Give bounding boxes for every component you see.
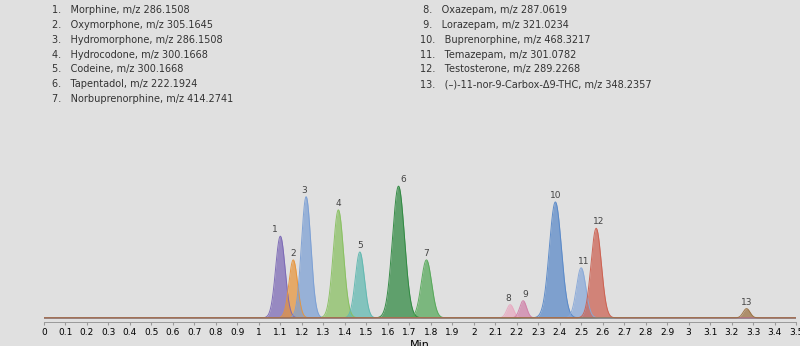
X-axis label: Min: Min	[410, 340, 430, 346]
Text: 8: 8	[506, 294, 511, 303]
Text: 4: 4	[335, 199, 341, 208]
Text: 12: 12	[593, 217, 604, 226]
Text: 3: 3	[301, 186, 307, 195]
Text: 1.   Morphine, m/z 286.1508
2.   Oxymorphone, m/z 305.1645
3.   Hydromorphone, m: 1. Morphine, m/z 286.1508 2. Oxymorphone…	[52, 5, 234, 104]
Text: 11: 11	[578, 257, 589, 266]
Text: 2: 2	[290, 249, 296, 258]
Text: 1: 1	[272, 225, 278, 234]
Text: 13: 13	[741, 298, 752, 307]
Text: 9: 9	[522, 290, 528, 299]
Text: 8.   Oxazepam, m/z 287.0619
 9.   Lorazepam, m/z 321.0234
10.   Buprenorphine, m: 8. Oxazepam, m/z 287.0619 9. Lorazepam, …	[420, 5, 652, 89]
Text: 5: 5	[357, 241, 362, 250]
Text: 7: 7	[423, 249, 430, 258]
Text: 10: 10	[550, 191, 561, 200]
Text: 6: 6	[400, 175, 406, 184]
